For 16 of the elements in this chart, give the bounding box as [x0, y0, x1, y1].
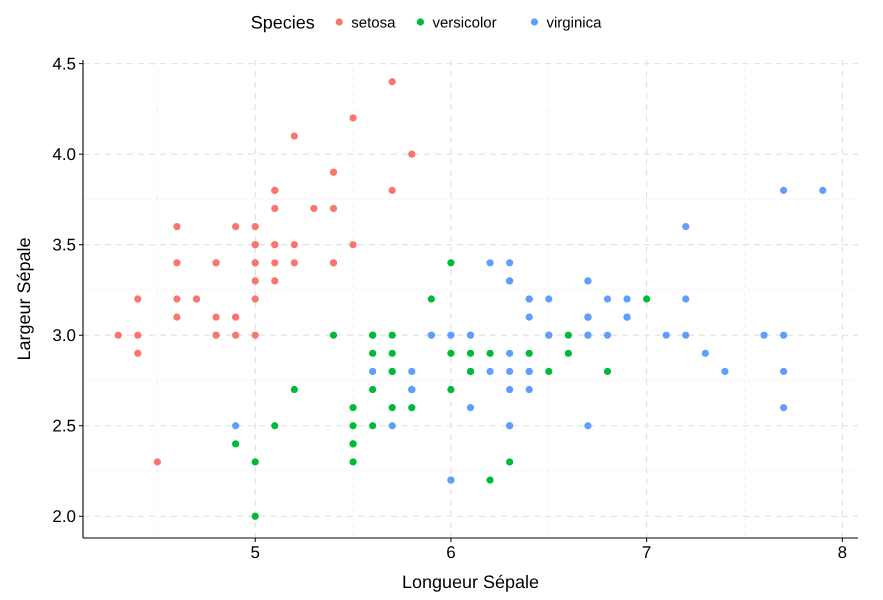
x-tick-label: 7 [642, 543, 652, 562]
y-tick-label: 4.0 [52, 145, 76, 164]
legend-label: setosa [351, 14, 396, 32]
x-tick-label: 8 [838, 543, 848, 562]
y-tick-label: 3.0 [52, 326, 76, 346]
y-tick-label: 2.5 [52, 416, 76, 436]
x-axis-title: Longueur Sépale [402, 572, 540, 592]
y-tick-label: 2.0 [52, 507, 76, 526]
y-tick-label: 4.5 [52, 54, 76, 74]
y-axis-title: Largeur Sépale [14, 237, 34, 361]
x-tick-label: 5 [250, 543, 260, 562]
legend-title: Species [250, 12, 315, 32]
y-tick-label: 3.5 [52, 236, 76, 255]
legend-label: virginica [546, 14, 602, 32]
x-tick-label: 6 [446, 543, 456, 562]
legend-label: versicolor [432, 14, 497, 32]
